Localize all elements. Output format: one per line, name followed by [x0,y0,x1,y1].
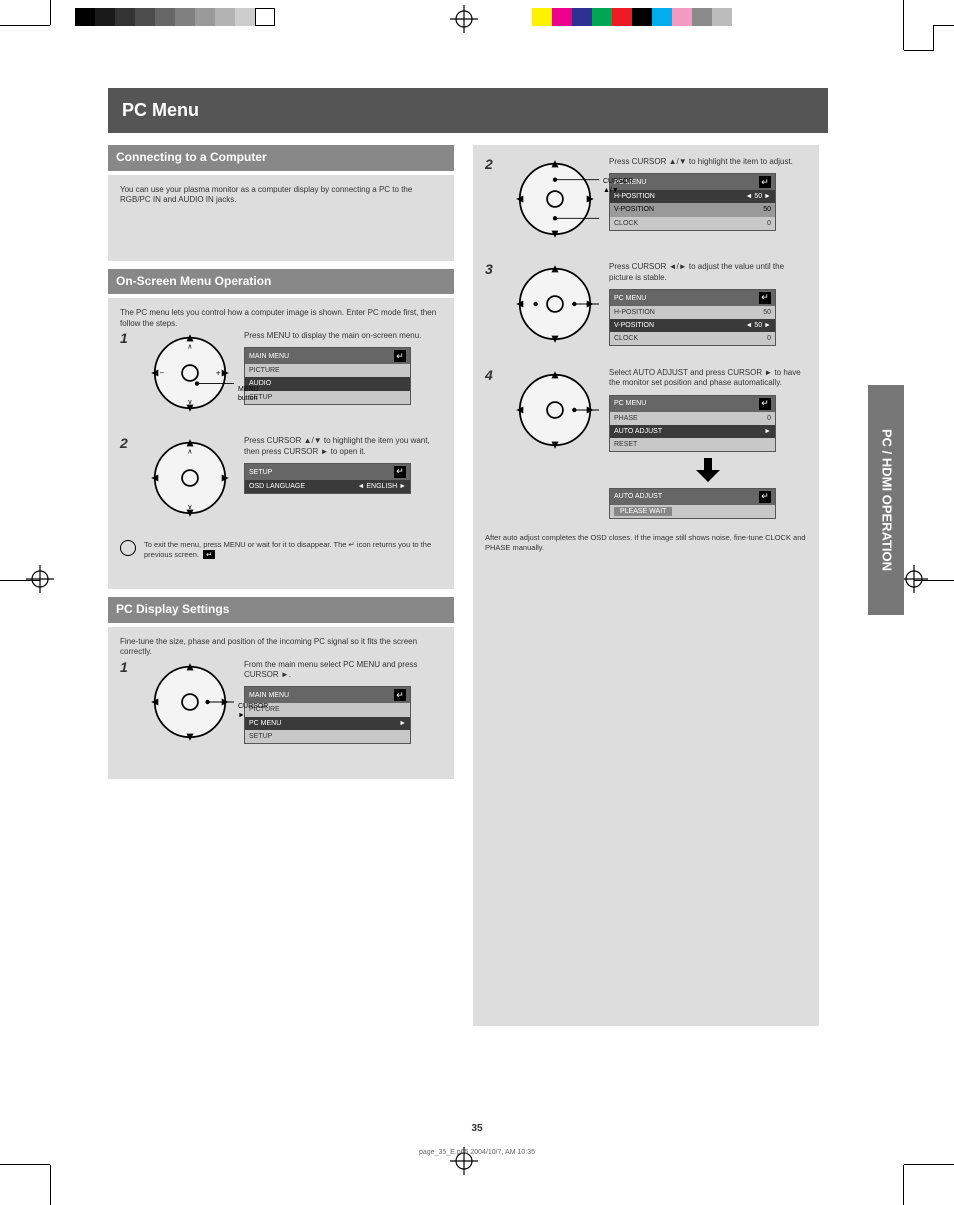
osd-exit: To exit the menu, press MENU or wait for… [120,540,442,560]
joystick-icon: ∧ ∨ − + [146,329,234,417]
svg-text:∧: ∧ [187,449,192,456]
joystick-diagram: CURSOR ► [146,658,234,749]
osd-preview: PC MENU↵H-POSITION◄ 50 ►V-POSITION50CLOC… [609,173,776,230]
step-text-p: Select AUTO ADJUST and press CURSOR ► to… [609,368,807,389]
step-number: 2 [485,155,501,173]
page-number: 35 [471,1122,482,1135]
display-step-4: 4 Select AUTO ADJUST and press CURSOR ► … [485,366,807,519]
footer-line: page_35_E.p65 2004/10/7, AM 10:35 [419,1148,535,1157]
step-text: Press CURSOR ▲/▼ to highlight the item t… [609,155,807,231]
connection-intro: You can use your plasma monitor as a com… [120,185,442,206]
grayscale-color-bar [75,8,275,26]
osd-preview: MAIN MENU↵PICTUREPC MENU►SETUP [244,686,411,743]
crop-mark [904,1164,954,1165]
exit-note: To exit the menu, press MENU or wait for… [144,540,442,560]
left-column: Connecting to a Computer You can use you… [108,145,454,787]
section-heading-connection: Connecting to a Computer [108,145,454,171]
joystick-callout: MENU button [238,385,259,403]
side-tab-label: PC / HDMI OPERATION [878,429,895,571]
joystick-diagram: ∧ ∨ [146,434,234,525]
svg-text:∨: ∨ [187,399,192,406]
crop-mark [0,25,50,26]
page-title-bar: PC Menu [108,88,828,133]
display-intro: Fine-tune the size, phase and position o… [120,637,442,658]
final-note: After auto adjust completes the OSD clos… [485,533,807,553]
step-text-p: Press CURSOR ▲/▼ to highlight the item y… [244,436,442,457]
crop-mark [934,25,954,26]
step-text: Press MENU to display the main on-screen… [244,329,442,405]
joystick-icon [511,366,599,454]
crop-mark [903,1165,904,1205]
step-text: Press CURSOR ▲/▼ to highlight the item y… [244,434,442,494]
step-text-p: Press MENU to display the main on-screen… [244,331,442,341]
return-glyph-icon: ↵ [203,550,215,559]
step-text: Press CURSOR ◄/► to adjust the value unt… [609,260,807,346]
step-text-p: Press CURSOR ◄/► to adjust the value unt… [609,262,807,283]
crop-mark [50,1165,51,1205]
crop-mark [0,1164,50,1165]
section-heading-osd: On-Screen Menu Operation [108,269,454,295]
osd-intro: The PC menu lets you control how a compu… [120,308,442,329]
joystick-diagram: ∧ ∨ − + MENU button [146,329,234,420]
section-heading-display: PC Display Settings [108,597,454,623]
joystick-callout: CURSOR ▲/▼ [603,177,633,195]
crop-mark [903,0,904,50]
osd-preview: MAIN MENU↵PICTUREAUDIOSETUP [244,347,411,404]
svg-text:−: − [160,369,165,378]
registration-target-icon [450,5,478,33]
section-side-tab: PC / HDMI OPERATION [868,385,904,615]
osd-preview: PC MENU↵PHASE0AUTO ADJUST►RESET [609,395,776,452]
joystick-icon [146,658,234,746]
step-number: 1 [120,658,136,676]
joystick-icon: ∧ ∨ [146,434,234,522]
joystick-diagram: CURSOR ▲/▼ [511,155,599,246]
section-body-display: Fine-tune the size, phase and position o… [108,627,454,779]
step-text: Select AUTO ADJUST and press CURSOR ► to… [609,366,807,519]
display-step-3: 3 Press CURSOR ◄/► to adjust the value u… [485,260,807,351]
right-column: 2 CURSOR ▲/▼ Press CURSOR ▲/▼ to highlig… [473,145,819,1034]
joystick-icon [511,155,599,243]
svg-text:∧: ∧ [187,343,192,350]
joystick-icon [511,260,599,348]
section-body-connection: You can use your plasma monitor as a com… [108,175,454,261]
registration-target-icon [900,565,928,593]
svg-text:∨: ∨ [187,504,192,511]
display-step-2: 2 CURSOR ▲/▼ Press CURSOR ▲/▼ to highlig… [485,155,807,246]
osd-preview-sub: AUTO ADJUST↵PLEASE WAIT [609,488,776,519]
exit-note-text: To exit the menu, press MENU or wait for… [144,540,431,559]
crop-mark [904,50,934,51]
down-arrow-icon [609,458,807,482]
joystick-callout: CURSOR ► [238,702,268,720]
display-step-1: 1 CURSOR ► From the main menu select PC … [120,658,442,749]
section-body-osd: The PC menu lets you control how a compu… [108,298,454,589]
crop-mark [50,0,51,25]
page-title: PC Menu [122,99,199,122]
step-number: 4 [485,366,501,384]
step-text-p: Press CURSOR ▲/▼ to highlight the item t… [609,157,807,167]
osd-step-2: 2 ∧ ∨ Press CURSOR ▲/▼ to highlight the … [120,434,442,525]
page-root: PC Menu PC / HDMI OPERATION Connecting t… [0,0,954,1205]
crop-mark [933,25,934,50]
section-body-display-cont: 2 CURSOR ▲/▼ Press CURSOR ▲/▼ to highlig… [473,145,819,1026]
registration-target-icon [26,565,54,593]
step-number: 1 [120,329,136,347]
joystick-diagram [511,260,599,351]
step-text: From the main menu select PC MENU and pr… [244,658,442,744]
osd-step-1: 1 ∧ ∨ − + MENU button [120,329,442,420]
process-color-bar [532,8,732,26]
step-number: 2 [120,434,136,452]
step-text-p: From the main menu select PC MENU and pr… [244,660,442,681]
step-number: 3 [485,260,501,278]
return-icon [120,540,134,559]
svg-text:+: + [216,369,221,378]
joystick-diagram [511,366,599,457]
osd-preview: SETUP↵OSD LANGUAGE◄ ENGLISH ► [244,463,411,494]
osd-preview: PC MENU↵H-POSITION50V-POSITION◄ 50 ►CLOC… [609,289,776,346]
